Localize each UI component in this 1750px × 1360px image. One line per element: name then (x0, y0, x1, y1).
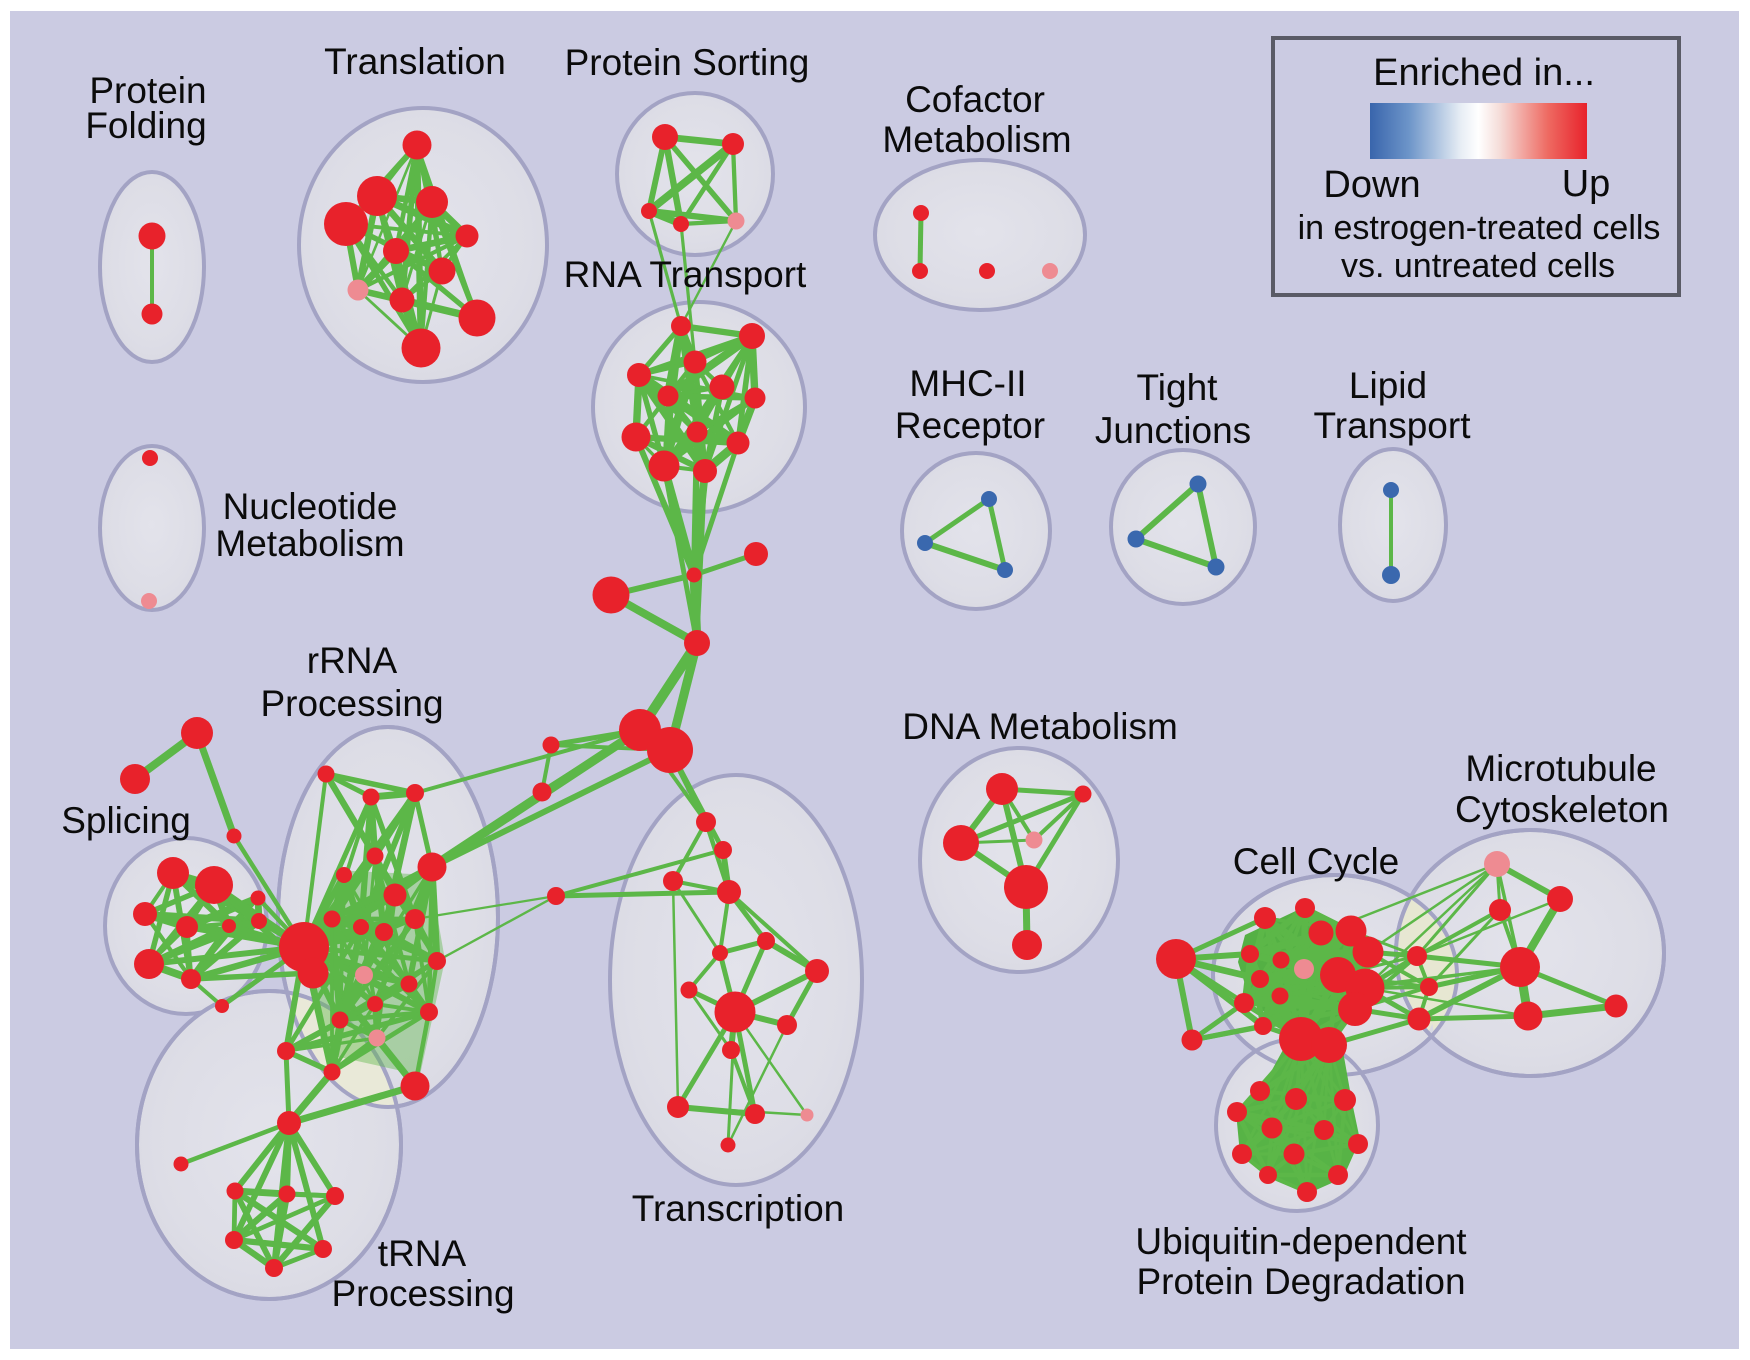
svg-text:Protein Sorting: Protein Sorting (565, 42, 810, 83)
svg-text:Cofactor: Cofactor (905, 79, 1045, 120)
svg-text:Tight: Tight (1137, 367, 1219, 408)
svg-text:Transcription: Transcription (632, 1188, 844, 1229)
svg-text:in estrogen-treated cells: in estrogen-treated cells (1298, 209, 1661, 247)
svg-text:MHC-II: MHC-II (909, 363, 1026, 404)
svg-text:Nucleotide: Nucleotide (223, 486, 398, 527)
svg-text:Cell Cycle: Cell Cycle (1233, 841, 1400, 882)
svg-text:rRNA: rRNA (307, 640, 398, 681)
svg-text:vs. untreated cells: vs. untreated cells (1341, 247, 1615, 285)
svg-text:tRNA: tRNA (378, 1233, 467, 1274)
svg-text:Junctions: Junctions (1095, 410, 1251, 451)
svg-text:Transport: Transport (1314, 405, 1472, 446)
svg-text:Up: Up (1562, 163, 1611, 205)
svg-text:Cytoskeleton: Cytoskeleton (1455, 789, 1669, 830)
svg-text:Receptor: Receptor (895, 405, 1045, 446)
svg-text:Protein: Protein (89, 70, 206, 111)
svg-text:Folding: Folding (85, 105, 206, 146)
svg-text:Ubiquitin-dependent: Ubiquitin-dependent (1135, 1221, 1467, 1262)
svg-text:Protein Degradation: Protein Degradation (1136, 1261, 1465, 1302)
svg-text:Splicing: Splicing (61, 800, 191, 841)
svg-text:Processing: Processing (331, 1273, 514, 1314)
svg-text:Translation: Translation (324, 41, 506, 82)
svg-text:Down: Down (1323, 164, 1420, 206)
svg-text:Microtubule: Microtubule (1465, 748, 1656, 789)
svg-text:Metabolism: Metabolism (882, 119, 1071, 160)
svg-text:RNA Transport: RNA Transport (564, 254, 807, 295)
svg-text:Enriched in...: Enriched in... (1373, 52, 1595, 94)
svg-text:Lipid: Lipid (1349, 365, 1427, 406)
svg-text:Metabolism: Metabolism (215, 523, 404, 564)
svg-text:Processing: Processing (260, 683, 443, 724)
svg-text:DNA Metabolism: DNA Metabolism (902, 706, 1178, 747)
